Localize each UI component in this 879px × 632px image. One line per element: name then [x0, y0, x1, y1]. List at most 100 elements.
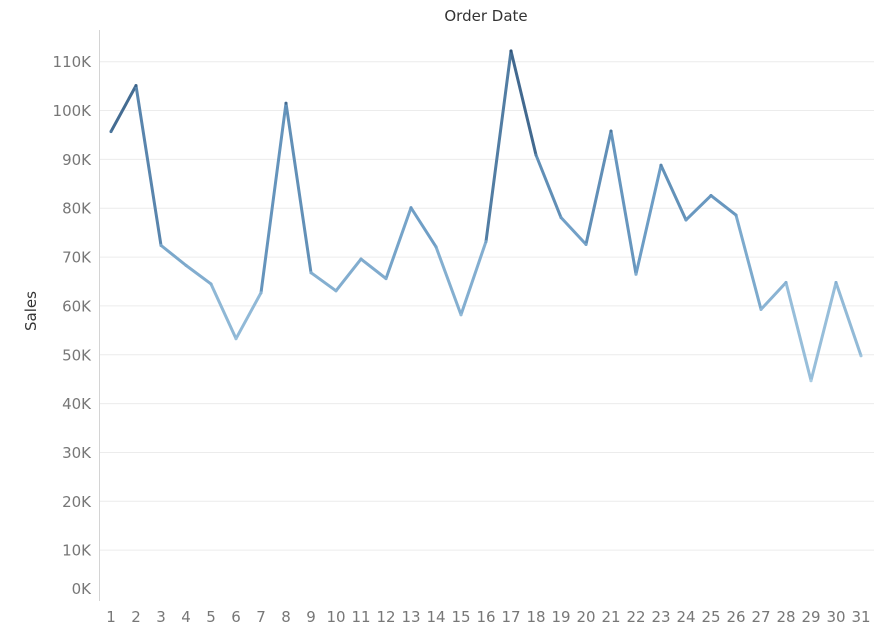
sales-point[interactable] — [184, 263, 188, 267]
x-tick-label: 13 — [401, 608, 420, 626]
x-tick-label: 10 — [326, 608, 345, 626]
x-tick-label: 22 — [626, 608, 645, 626]
x-tick-label: 23 — [651, 608, 670, 626]
x-tick-label: 21 — [601, 608, 620, 626]
sales-line-segment — [234, 291, 263, 341]
sales-point[interactable] — [159, 243, 163, 247]
sales-point[interactable] — [284, 101, 288, 105]
sales-line-segment — [634, 163, 663, 276]
y-axis-title: Sales — [22, 291, 40, 331]
sales-series — [109, 49, 863, 383]
sales-point[interactable] — [734, 213, 738, 217]
sales-line-segment — [384, 206, 413, 281]
sales-point[interactable] — [709, 194, 713, 198]
sales-line-segment — [159, 243, 188, 267]
y-tick-label: 60K — [62, 297, 92, 315]
sales-line-segment — [584, 129, 613, 246]
sales-line-segment — [534, 153, 563, 220]
sales-line-segment — [484, 49, 513, 243]
sales-point[interactable] — [134, 84, 138, 88]
y-tick-label: 30K — [62, 444, 92, 462]
sales-line-segment — [684, 194, 713, 222]
sales-line-segment — [809, 280, 838, 383]
x-tick-label: 28 — [776, 608, 795, 626]
sales-line-segment — [259, 101, 288, 295]
y-axis-ticks: 0K 10K 20K 30K 40K 50K 60K 70K 80K 90K 100K 110K — [53, 53, 93, 598]
x-tick-label: 20 — [576, 608, 595, 626]
sales-point[interactable] — [534, 153, 538, 157]
x-tick-label: 18 — [526, 608, 545, 626]
x-tick-label: 17 — [501, 608, 520, 626]
grid-lines — [99, 61, 874, 551]
sales-line-segment — [359, 257, 388, 281]
sales-point[interactable] — [834, 280, 838, 284]
x-axis-ticks: 1 2 3 4 5 6 7 8 9 10 11 12 13 14 15 16 17 18 19 20 21 22 23 24 2… — [106, 608, 870, 626]
sales-point[interactable] — [334, 289, 338, 293]
sales-line-segment — [834, 280, 863, 358]
sales-point[interactable] — [859, 354, 863, 358]
x-tick-label: 7 — [256, 608, 266, 626]
sales-line-segment — [509, 49, 538, 157]
x-tick-label: 11 — [351, 608, 370, 626]
x-tick-label: 30 — [826, 608, 845, 626]
sales-point[interactable] — [384, 277, 388, 281]
x-tick-label: 27 — [751, 608, 770, 626]
x-tick-label: 5 — [206, 608, 216, 626]
sales-line-segment — [659, 163, 688, 222]
sales-line-segment — [434, 245, 463, 317]
sales-line-segment — [459, 239, 488, 317]
sales-point[interactable] — [759, 307, 763, 311]
sales-point[interactable] — [559, 216, 563, 220]
sales-line-segment — [409, 206, 438, 249]
sales-point[interactable] — [109, 130, 113, 134]
sales-point[interactable] — [234, 337, 238, 341]
sales-line-segment — [734, 213, 763, 311]
sales-point[interactable] — [684, 218, 688, 222]
sales-point[interactable] — [634, 272, 638, 276]
sales-point[interactable] — [609, 129, 613, 133]
x-tick-label: 4 — [181, 608, 191, 626]
x-tick-label: 24 — [676, 608, 695, 626]
sales-line-segment — [309, 271, 338, 293]
x-tick-label: 3 — [156, 608, 166, 626]
sales-point[interactable] — [584, 242, 588, 246]
sales-point[interactable] — [459, 313, 463, 317]
sales-line-segment — [609, 129, 638, 276]
x-tick-label: 31 — [851, 608, 870, 626]
sales-point[interactable] — [309, 271, 313, 275]
chart-title: Order Date — [444, 7, 527, 25]
x-tick-label: 12 — [376, 608, 395, 626]
sales-point[interactable] — [484, 239, 488, 243]
x-tick-label: 1 — [106, 608, 116, 626]
sales-point[interactable] — [359, 257, 363, 261]
sales-point[interactable] — [659, 163, 663, 167]
y-tick-label: 110K — [53, 53, 93, 71]
y-tick-label: 80K — [62, 200, 92, 218]
y-tick-label: 0K — [72, 580, 93, 598]
sales-line-segment — [559, 216, 588, 246]
x-tick-label: 26 — [726, 608, 745, 626]
sales-point[interactable] — [784, 280, 788, 284]
x-tick-label: 6 — [231, 608, 241, 626]
y-tick-label: 40K — [62, 395, 92, 413]
x-tick-label: 2 — [131, 608, 141, 626]
y-tick-label: 50K — [62, 346, 92, 364]
sales-line-segment — [209, 282, 238, 341]
sales-point[interactable] — [209, 282, 213, 286]
x-tick-label: 9 — [306, 608, 316, 626]
sales-point[interactable] — [259, 291, 263, 295]
y-tick-label: 90K — [62, 151, 92, 169]
sales-point[interactable] — [434, 245, 438, 249]
sales-line-segment — [284, 101, 313, 275]
x-tick-label: 14 — [426, 608, 445, 626]
x-tick-label: 29 — [801, 608, 820, 626]
sales-point[interactable] — [809, 379, 813, 383]
y-tick-label: 70K — [62, 249, 92, 267]
sales-line-segment — [184, 263, 213, 286]
x-tick-label: 25 — [701, 608, 720, 626]
sales-point[interactable] — [409, 206, 413, 210]
sales-point[interactable] — [509, 49, 513, 53]
y-tick-label: 20K — [62, 493, 92, 511]
y-tick-label: 10K — [62, 542, 92, 560]
